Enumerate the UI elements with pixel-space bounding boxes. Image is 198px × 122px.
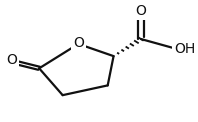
Text: O: O — [136, 4, 147, 18]
Text: OH: OH — [174, 42, 196, 56]
Text: O: O — [73, 36, 84, 50]
Text: O: O — [6, 53, 17, 67]
